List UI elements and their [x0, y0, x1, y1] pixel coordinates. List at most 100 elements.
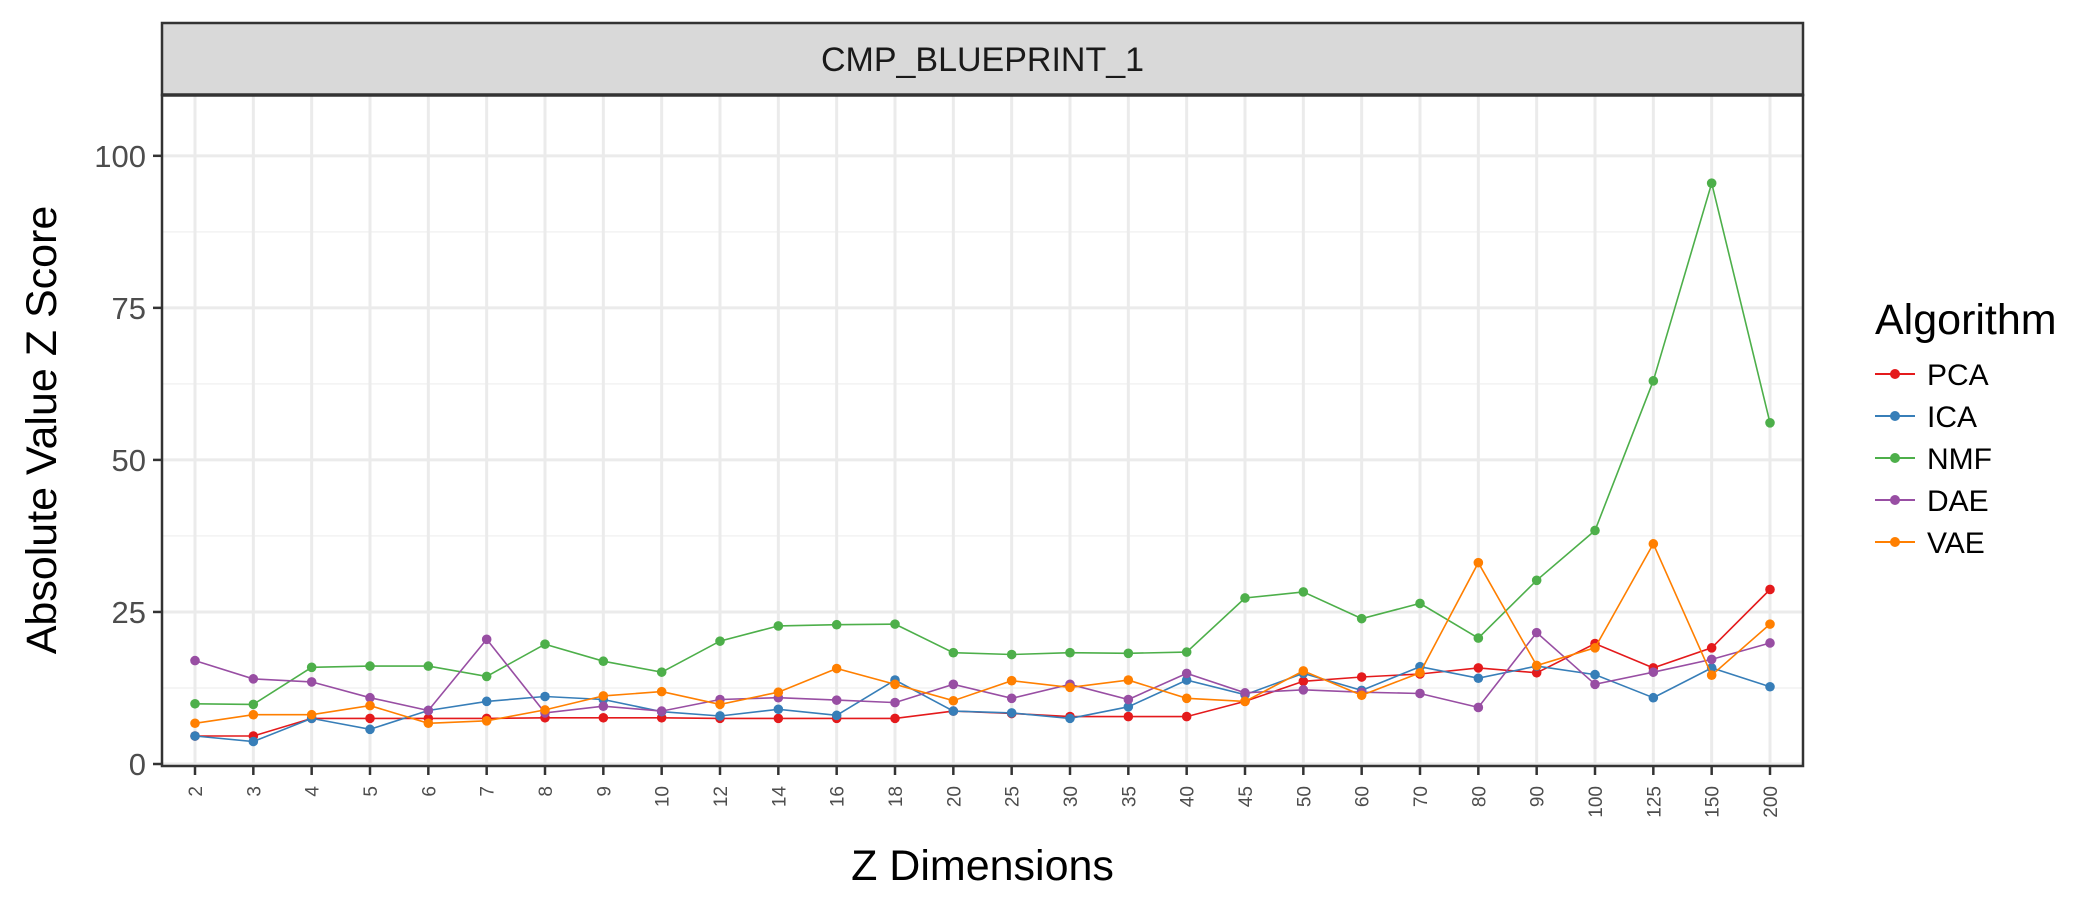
legend-key-point — [1890, 453, 1900, 463]
data-point-ica — [1123, 702, 1134, 712]
x-tick-label: 5 — [361, 786, 382, 797]
data-point-vae — [598, 691, 609, 701]
data-point-vae — [423, 718, 434, 729]
x-tick-label: 18 — [886, 786, 907, 807]
data-point-dae — [1765, 638, 1775, 648]
legend-key-point — [1890, 537, 1900, 547]
data-point-vae — [715, 699, 725, 710]
legend-label-ica: ICA — [1927, 401, 1977, 434]
legend-key-point — [1890, 495, 1900, 505]
data-point-vae — [1590, 643, 1600, 653]
data-point-dae — [890, 697, 900, 708]
data-point-ica — [773, 704, 784, 715]
data-point-ica — [1181, 675, 1192, 685]
data-point-vae — [306, 709, 317, 720]
series-layer — [190, 178, 1775, 747]
data-point-nmf — [540, 639, 550, 649]
x-axis-title: Z Dimensions — [851, 842, 1114, 890]
data-point-ica — [1590, 669, 1600, 680]
data-point-vae — [1765, 619, 1775, 629]
data-point-nmf — [1531, 575, 1542, 586]
data-point-nmf — [1415, 598, 1425, 609]
data-point-nmf — [1706, 178, 1717, 188]
data-point-nmf — [190, 698, 200, 709]
data-point-vae — [1065, 682, 1075, 693]
data-point-vae — [540, 705, 550, 715]
data-point-dae — [306, 677, 317, 687]
x-tick-label: 125 — [1644, 786, 1665, 818]
x-tick-label: 100 — [1586, 786, 1607, 818]
x-tick-label: 4 — [303, 786, 324, 797]
x-tick-label: 2 — [186, 786, 207, 797]
data-point-ica — [190, 731, 200, 741]
data-point-dae — [1298, 685, 1309, 695]
x-tick-label: 50 — [1294, 786, 1315, 807]
x-tick-label: 8 — [536, 786, 557, 797]
data-point-vae — [1123, 675, 1134, 685]
y-tick-label: 100 — [94, 139, 146, 174]
data-point-dae — [1531, 627, 1542, 638]
data-point-nmf — [248, 699, 259, 710]
data-point-nmf — [890, 619, 900, 629]
data-point-ica — [248, 736, 259, 747]
data-point-ica — [365, 724, 375, 735]
data-point-dae — [1240, 688, 1250, 698]
x-tick-label: 40 — [1178, 786, 1199, 807]
data-point-vae — [948, 695, 959, 706]
x-tick-label: 16 — [828, 786, 849, 807]
data-point-nmf — [1123, 648, 1134, 659]
x-tick-label: 3 — [244, 786, 265, 797]
legend-label-nmf: NMF — [1927, 443, 1992, 476]
data-point-nmf — [1240, 593, 1250, 603]
data-point-ica — [1006, 708, 1017, 718]
data-point-nmf — [1765, 418, 1775, 428]
data-point-dae — [1473, 702, 1484, 713]
data-point-ica — [1065, 713, 1075, 724]
data-point-dae — [1415, 688, 1425, 699]
x-tick-label: 35 — [1119, 786, 1140, 807]
grid-lines — [162, 95, 1803, 766]
data-point-pca — [598, 712, 609, 723]
data-point-vae — [190, 718, 200, 729]
series-line-ica — [194, 665, 1771, 743]
data-point-dae — [1590, 679, 1600, 690]
data-point-pca — [365, 713, 375, 724]
data-point-dae — [948, 679, 959, 690]
x-tick-label: 7 — [478, 786, 499, 797]
data-point-nmf — [831, 619, 842, 630]
data-point-dae — [1181, 668, 1192, 679]
x-tick-label: 10 — [653, 786, 674, 807]
data-point-dae — [423, 705, 434, 716]
x-tick-label: 30 — [1061, 786, 1082, 807]
y-tick-label: 50 — [112, 443, 146, 478]
data-point-nmf — [1356, 613, 1367, 624]
x-tick-label: 9 — [594, 786, 615, 797]
data-point-vae — [831, 663, 842, 674]
x-tick-label: 6 — [419, 786, 440, 797]
data-point-pca — [1531, 667, 1542, 678]
data-point-ica — [1765, 681, 1775, 692]
x-tick-label: 80 — [1469, 786, 1490, 807]
legend-key-point — [1890, 369, 1900, 379]
x-tick-label: 60 — [1353, 786, 1374, 807]
data-point-nmf — [656, 667, 667, 677]
legend-label-dae: DAE — [1927, 485, 1989, 518]
data-point-pca — [1298, 676, 1309, 687]
data-point-ica — [1473, 673, 1484, 684]
y-axis: 0 25 50 75 100 — [94, 139, 162, 782]
data-point-vae — [481, 716, 492, 726]
data-point-vae — [1356, 690, 1367, 701]
data-point-vae — [1298, 666, 1309, 676]
x-tick-label: 45 — [1236, 786, 1257, 807]
data-point-vae — [365, 700, 375, 711]
data-point-vae — [1648, 539, 1659, 549]
data-point-vae — [248, 709, 259, 720]
data-point-nmf — [365, 661, 375, 671]
data-point-vae — [1006, 675, 1017, 686]
x-tick-label: 90 — [1528, 786, 1549, 807]
data-point-pca — [1181, 711, 1192, 722]
data-point-dae — [1123, 694, 1134, 705]
data-point-dae — [1006, 693, 1017, 704]
data-point-nmf — [1181, 647, 1192, 657]
